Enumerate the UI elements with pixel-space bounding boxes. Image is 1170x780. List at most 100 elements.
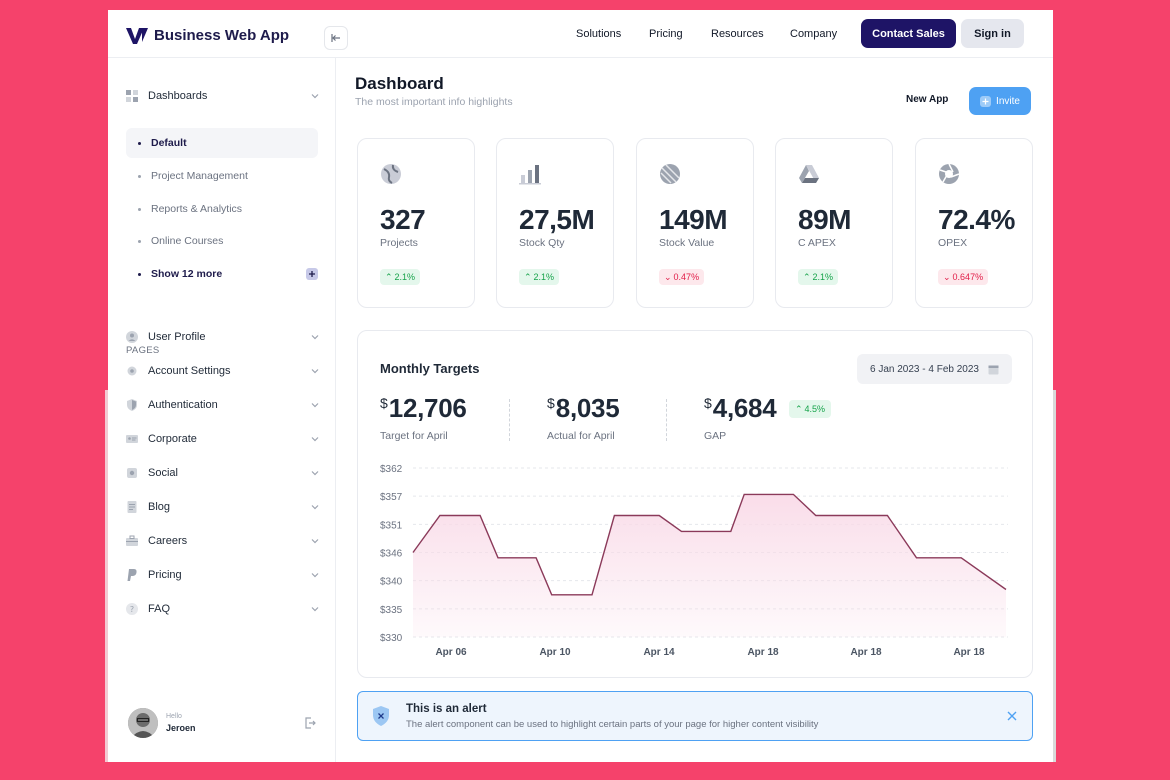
- kpi-card-stock-value[interactable]: 149M Stock Value ⌄ 0.47%: [636, 138, 754, 308]
- user-name: Jeroen: [166, 723, 196, 733]
- sidebar-item-blog[interactable]: Blog: [126, 496, 320, 518]
- kpi-change-badge: ⌃ 2.1%: [519, 269, 560, 285]
- y-tick-label: $362: [380, 464, 403, 475]
- stat-value: 12,706: [388, 393, 467, 423]
- sidebar-subitem-online-courses[interactable]: Online Courses: [126, 226, 318, 256]
- chevron-down-icon: [311, 94, 319, 99]
- bullet: [138, 239, 141, 243]
- x-tick-label: Apr 18: [850, 647, 882, 658]
- bullet: [138, 174, 141, 178]
- kpi-label: Stock Value: [659, 237, 715, 249]
- arrow-up-icon: ⌃: [803, 271, 811, 282]
- x-tick-label: Apr 18: [953, 647, 985, 658]
- currency-symbol: $: [380, 395, 388, 411]
- page-subtitle: The most important info highlights: [355, 96, 513, 108]
- sidebar-item-faq[interactable]: ? FAQ: [126, 598, 320, 620]
- arrow-left-icon: [331, 34, 340, 42]
- sidebar-subitem-label: Default: [151, 137, 187, 149]
- kpi-value: 27,5M: [519, 204, 595, 235]
- sidebar-item-careers[interactable]: Careers: [126, 530, 320, 552]
- stat-label: GAP: [704, 430, 727, 442]
- currency-symbol: $: [547, 395, 555, 411]
- grid-icon: [126, 90, 138, 102]
- gap-change-badge: ⌃ 4.5%: [789, 400, 832, 418]
- y-tick-label: $357: [380, 492, 403, 503]
- sidebar-item-social[interactable]: Social: [126, 462, 320, 484]
- kpi-label: Stock Qty: [519, 237, 565, 249]
- sidebar-subitem-project-management[interactable]: Project Management: [126, 161, 318, 191]
- new-app-button[interactable]: New App: [906, 94, 949, 105]
- nav-resources[interactable]: Resources: [711, 28, 764, 40]
- kpi-label: C APEX: [798, 237, 836, 249]
- kpi-card-projects[interactable]: 327 Projects ⌃ 2.1%: [357, 138, 475, 308]
- nav-pricing[interactable]: Pricing: [649, 28, 683, 40]
- logo-icon: [126, 27, 148, 44]
- sidebar-item-dashboards[interactable]: Dashboards: [126, 85, 320, 107]
- monthly-targets-chart: $362 $357 $351 $346 $340 $335 $330 Apr 06 Apr 10…: [380, 464, 1008, 658]
- x-tick-label: Apr 14: [643, 647, 675, 658]
- kpi-value: 72.4%: [938, 204, 1015, 235]
- sidebar-item-label: Dashboards: [148, 90, 208, 102]
- nav-company[interactable]: Company: [790, 28, 838, 40]
- sidebar-show-more[interactable]: Show 12 more: [126, 259, 318, 289]
- sidebar-item-user-profile[interactable]: User Profile: [126, 326, 320, 348]
- briefcase-icon: [126, 535, 138, 547]
- sidebar-item-account-settings[interactable]: Account Settings: [126, 360, 320, 382]
- close-icon[interactable]: [1006, 710, 1018, 722]
- page-title: Dashboard: [355, 74, 444, 93]
- logout-button[interactable]: [304, 716, 316, 734]
- sidebar-item-pricing[interactable]: Pricing: [126, 564, 320, 586]
- nav-solutions[interactable]: Solutions: [576, 28, 622, 40]
- kpi-card-opex[interactable]: 72.4% OPEX ⌄ 0.647%: [915, 138, 1033, 308]
- user-greeting: Hello: [166, 713, 182, 720]
- sidebar-subitem-label: Project Management: [151, 170, 248, 182]
- sidebar-item-authentication[interactable]: Authentication: [126, 394, 320, 416]
- plus-icon[interactable]: [306, 268, 318, 280]
- monthly-targets-card: Monthly Targets 6 Jan 2023 - 4 Feb 2023 …: [357, 330, 1033, 678]
- stat-label: Target for April: [380, 430, 448, 442]
- kpi-label: Projects: [380, 237, 418, 249]
- date-range-picker[interactable]: 6 Jan 2023 - 4 Feb 2023: [857, 354, 1012, 384]
- chevron-down-icon: [311, 437, 319, 442]
- calendar-icon: [988, 365, 999, 374]
- divider: [666, 399, 667, 441]
- kpi-card-stock-qty[interactable]: 27,5M Stock Qty ⌃ 2.1%: [496, 138, 614, 308]
- sidebar-subitem-label: Reports & Analytics: [151, 203, 243, 215]
- drive-icon: [799, 165, 819, 183]
- top-bar: Business Web App Solutions Pricing Resou…: [108, 10, 1053, 58]
- stat-value: 4,684: [712, 393, 777, 423]
- kpi-change-badge: ⌃ 2.1%: [798, 269, 839, 285]
- sidebar-item-corporate[interactable]: Corporate: [126, 428, 320, 450]
- sidebar-item-label: Blog: [148, 501, 171, 513]
- kpi-card-capex[interactable]: 89M C APEX ⌃ 2.1%: [775, 138, 893, 308]
- bullet: [138, 272, 141, 276]
- avatar[interactable]: [128, 708, 158, 738]
- sidebar-item-label: Pricing: [148, 569, 182, 581]
- chevron-down-icon: [311, 539, 319, 544]
- contact-sales-button[interactable]: Contact Sales: [861, 19, 956, 48]
- sidebar-item-label: FAQ: [148, 603, 171, 615]
- kpi-value: 89M: [798, 204, 851, 235]
- user-icon: [126, 331, 138, 343]
- collapse-sidebar-button[interactable]: [324, 26, 348, 50]
- sidebar-item-label: Corporate: [148, 433, 197, 445]
- bar-chart-icon: [519, 165, 541, 185]
- sidebar-subitem-default[interactable]: Default: [126, 128, 318, 158]
- brand[interactable]: Business Web App: [126, 27, 289, 44]
- page-shadow-left: [105, 390, 108, 762]
- invite-label: Invite: [996, 95, 1020, 107]
- id-card-icon: [126, 433, 138, 445]
- shield-icon: [126, 399, 138, 411]
- chevron-down-icon: [311, 335, 319, 340]
- card-title: Monthly Targets: [380, 361, 480, 376]
- sidebar-subitem-reports[interactable]: Reports & Analytics: [126, 194, 318, 224]
- sign-in-button[interactable]: Sign in: [961, 19, 1024, 48]
- stat-value: 8,035: [555, 393, 620, 423]
- user-profile-box[interactable]: Hello Jeroen: [128, 708, 196, 738]
- invite-button[interactable]: Invite: [969, 87, 1031, 115]
- chevron-down-icon: [311, 471, 319, 476]
- stat-target: $12,706 Target for April: [380, 393, 467, 442]
- alert-text: The alert component can be used to highl…: [406, 719, 819, 730]
- arrow-up-icon: ⌃: [524, 271, 532, 282]
- arrow-down-icon: ⌄: [664, 271, 672, 282]
